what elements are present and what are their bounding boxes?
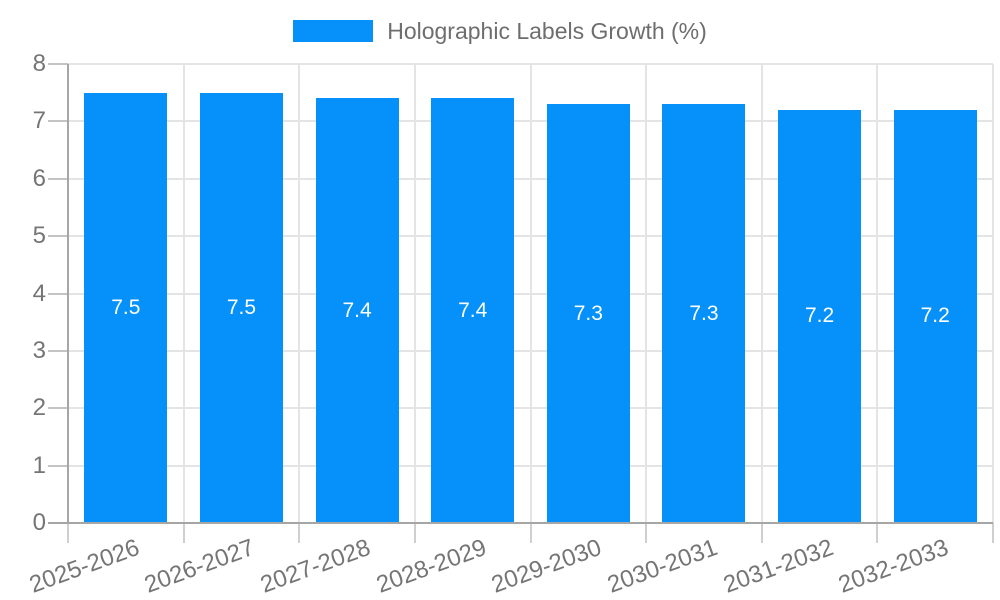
x-axis-tick [67, 523, 69, 543]
legend-label: Holographic Labels Growth (%) [387, 17, 707, 44]
x-axis-tick [529, 523, 532, 543]
y-axis-label: 4 [32, 279, 46, 307]
gridline-vertical [298, 64, 301, 523]
y-axis-line [67, 64, 69, 523]
x-axis-tick [413, 523, 416, 543]
x-axis-label: 2031-2032 [719, 534, 837, 599]
y-axis-tick [48, 63, 68, 65]
y-axis-tick [48, 177, 68, 180]
bar-value-label: 7.5 [111, 295, 141, 319]
x-axis-label: 2025-2026 [25, 534, 143, 599]
y-axis-label: 2 [32, 394, 46, 422]
gridline-vertical [876, 64, 879, 523]
gridline-vertical [760, 64, 763, 523]
y-axis-tick [48, 235, 68, 238]
x-axis-tick [876, 523, 879, 543]
y-axis-label: 5 [32, 222, 46, 250]
x-axis-label: 2028-2029 [372, 534, 490, 599]
bar-value-label: 7.3 [573, 301, 603, 325]
gridline-vertical [529, 64, 532, 523]
bar[interactable] [778, 109, 862, 523]
x-axis-label: 2027-2028 [256, 534, 375, 599]
x-axis-tick [298, 523, 301, 543]
gridline-vertical [413, 64, 416, 523]
gridline-vertical [645, 64, 648, 523]
x-axis-label: 2029-2030 [488, 534, 606, 599]
bar[interactable] [431, 98, 515, 523]
bar-value-label: 7.4 [458, 298, 488, 322]
bar[interactable] [199, 92, 283, 523]
bar[interactable] [546, 104, 630, 523]
bar-value-label: 7.2 [920, 304, 950, 328]
y-axis-label: 6 [32, 164, 46, 192]
y-axis-label: 0 [32, 509, 46, 536]
gridline-vertical [992, 64, 994, 523]
bar[interactable] [315, 98, 399, 523]
y-axis-label: 8 [32, 50, 46, 77]
bar-value-label: 7.5 [226, 295, 257, 319]
y-axis-tick [48, 349, 68, 352]
x-axis-label: 2026-2027 [141, 534, 259, 599]
x-axis-label: 2030-2031 [603, 534, 721, 599]
bar[interactable] [662, 104, 746, 523]
x-axis-tick [182, 523, 185, 543]
y-axis-tick [48, 292, 68, 295]
x-axis-line [48, 522, 993, 524]
gridline-vertical [182, 64, 185, 523]
bar[interactable] [84, 92, 168, 523]
bar-value-label: 7.3 [689, 301, 719, 325]
x-axis-tick [760, 523, 763, 543]
chart-legend[interactable]: Holographic Labels Growth (%) [0, 17, 1000, 45]
x-axis-label: 2032-2033 [835, 534, 953, 599]
bar-value-label: 7.4 [342, 298, 372, 322]
bar-value-label: 7.2 [804, 304, 835, 328]
y-axis-label: 1 [32, 451, 46, 479]
bar[interactable] [893, 109, 977, 523]
y-axis-tick [48, 120, 68, 123]
y-axis-label: 3 [32, 336, 46, 364]
y-axis-tick [48, 464, 68, 467]
y-axis-tick [48, 407, 68, 410]
legend-swatch-icon [293, 20, 374, 42]
x-axis-tick [645, 523, 648, 543]
y-axis-label: 7 [32, 107, 46, 135]
x-axis-tick [992, 523, 994, 543]
